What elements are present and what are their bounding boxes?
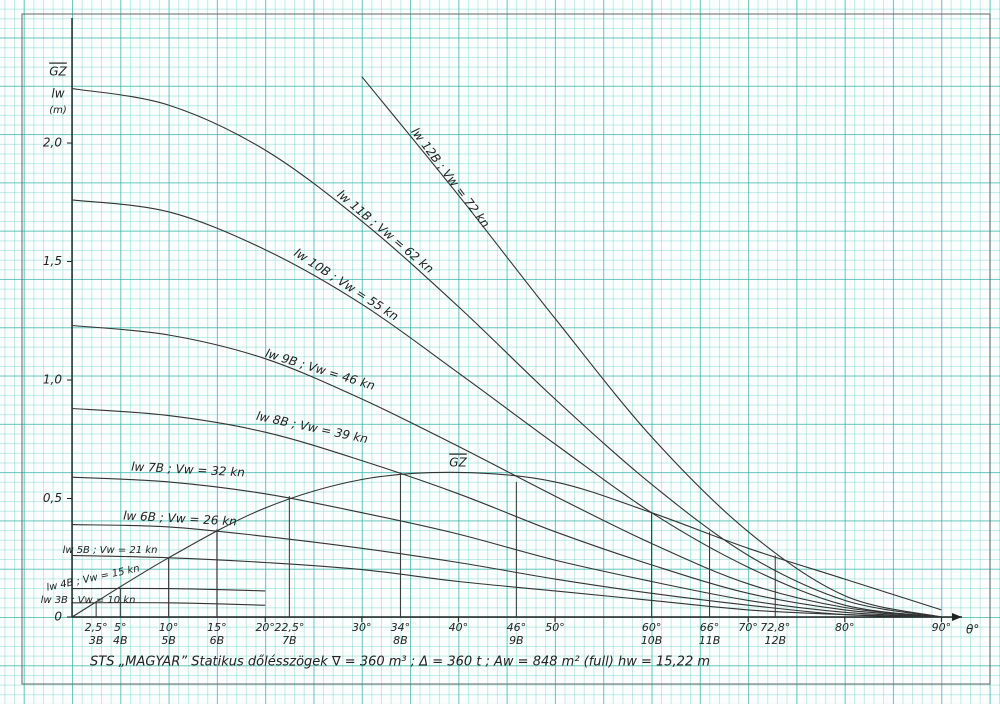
- intersection-angle: 66°: [700, 621, 720, 634]
- intersection-angle: 60°: [642, 621, 662, 634]
- series-label: lw 7B ; Vw = 32 kn: [131, 460, 245, 480]
- intersection-state: 10B: [641, 634, 663, 647]
- series-label: lw 11B ; Vw = 62 kn: [334, 187, 436, 276]
- series-label: lw 10B ; Vw = 55 kn: [292, 246, 402, 324]
- series-label: lw 12B ; Vw = 72 kn: [408, 125, 492, 230]
- y-tick-label: 0,5: [43, 491, 62, 505]
- series-line: [361, 76, 942, 618]
- x-axis-label: θ°: [966, 623, 979, 637]
- intersection-state: 7B: [282, 634, 297, 647]
- series-label: lw 8B ; Vw = 39 kn: [255, 409, 369, 446]
- intersection-angle: 15°: [207, 621, 227, 634]
- x-tick-label: 40°: [449, 621, 469, 634]
- series-line: [71, 471, 942, 618]
- x-tick-label: 70°: [738, 621, 758, 634]
- intersection-state: 6B: [210, 634, 225, 647]
- y-axis-label: (m): [49, 105, 67, 116]
- chart-title: STS „MAGYAR” Statikus dőlésszögek ∇ = 36…: [90, 655, 710, 670]
- y-tick-label: 1,5: [43, 254, 62, 268]
- y-tick-label: 1,0: [43, 373, 62, 387]
- series-line: [71, 476, 942, 618]
- x-tick-label: 50°: [545, 621, 565, 634]
- series-label: lw 9B ; Vw = 46 kn: [264, 346, 377, 393]
- intersection-state: 11B: [699, 634, 721, 647]
- series-line: [71, 407, 942, 618]
- intersection-angle: 72,8°: [760, 621, 790, 634]
- series-line: [71, 87, 942, 618]
- series-label: GZ: [449, 456, 467, 470]
- series-line: [71, 554, 942, 618]
- intersection-state: 9B: [509, 634, 524, 647]
- intersection-angle: 2,5°: [85, 621, 108, 634]
- intersection-state: 12B: [764, 634, 786, 647]
- x-axis-arrow: [952, 613, 962, 621]
- intersection-angle: 22,5°: [274, 621, 304, 634]
- series-label: lw 4B ; Vw = 15 kn: [46, 563, 141, 593]
- y-axis-label: GZ: [49, 65, 67, 79]
- series-label: lw 3B ; Vw = 10 kn: [41, 595, 136, 606]
- series-line: [71, 199, 942, 618]
- intersection-angle: 46°: [507, 621, 527, 634]
- x-tick-label: 20°: [255, 621, 275, 634]
- series-label: lw 5B ; Vw = 21 kn: [63, 545, 158, 556]
- x-tick-label: 80°: [835, 621, 855, 634]
- y-axis-label: lw: [51, 87, 64, 101]
- sheet-border: [21, 13, 991, 685]
- y-tick-label: 0: [54, 610, 62, 624]
- x-tick-label: 90°: [932, 621, 952, 634]
- x-tick-label: 30°: [352, 621, 372, 634]
- intersection-state: 3B: [89, 634, 104, 647]
- intersection-angle: 10°: [159, 621, 179, 634]
- intersection-angle: 5°: [114, 621, 127, 634]
- y-tick-label: 2,0: [43, 136, 62, 150]
- series-label: lw 6B ; Vw = 26 kn: [123, 509, 237, 529]
- series-line: [71, 324, 942, 618]
- intersection-angle: 34°: [391, 621, 411, 634]
- intersection-state: 8B: [393, 634, 408, 647]
- intersection-state: 4B: [113, 634, 128, 647]
- intersection-state: 5B: [161, 634, 176, 647]
